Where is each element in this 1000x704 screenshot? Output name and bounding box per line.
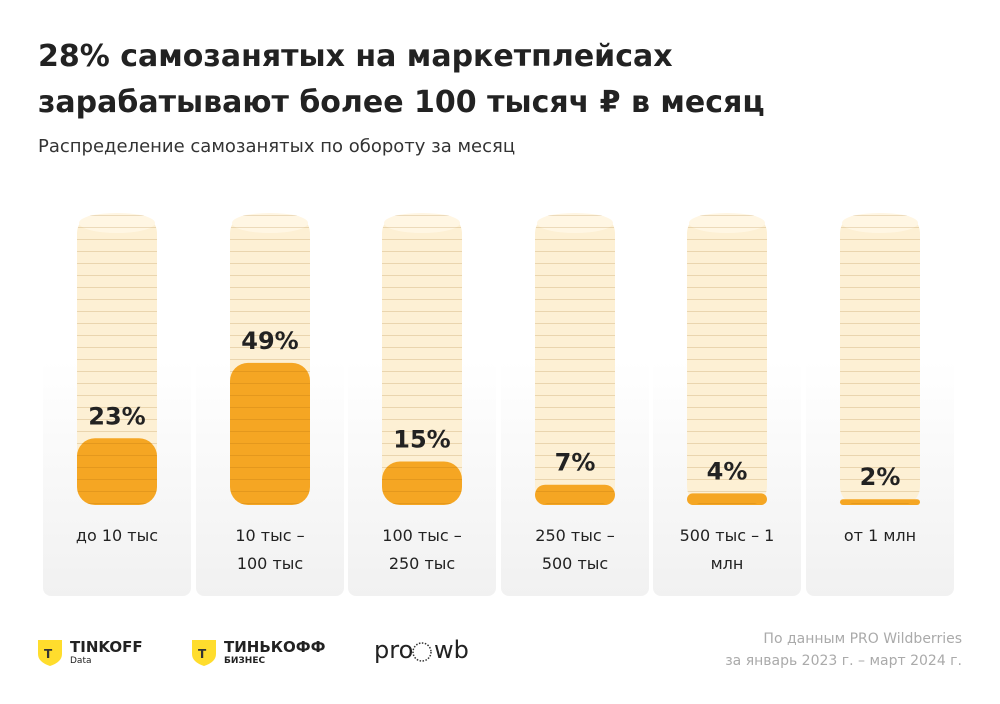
logo-burst (412, 642, 432, 662)
logo-name: TINKOFF (70, 638, 143, 656)
stack-lines (230, 215, 310, 505)
logo-pro: pro (374, 636, 414, 664)
stack-lines (77, 215, 157, 505)
subtitle: Распределение самозанятых по обороту за … (38, 136, 516, 157)
value-label: 4% (707, 457, 748, 485)
category-label: 10 тыс – 100 тыс (235, 526, 305, 573)
logo-sub: Data (70, 656, 92, 666)
value-label: 2% (860, 463, 901, 491)
value-label: 23% (88, 402, 145, 430)
logo-shield (38, 640, 62, 666)
category-label: 100 тыс – 250 тыс (382, 526, 462, 573)
category-label: 500 тыс – 1 млн (679, 526, 775, 573)
logo-t: T (198, 647, 207, 661)
category-label: 250 тыс – 500 тыс (535, 526, 615, 573)
logo-shield (192, 640, 216, 666)
value-label: 15% (393, 426, 450, 454)
value-label: 49% (241, 327, 298, 355)
stack-lines (687, 215, 767, 505)
title: 28% самозанятых на маркетплейсах зарабат… (38, 39, 765, 120)
stack-lines (840, 215, 920, 505)
category-label: до 10 тыс (75, 526, 159, 545)
logo-name: ТИНЬКОФФ (224, 638, 326, 656)
value-label: 7% (555, 449, 596, 477)
source-line: за январь 2023 г. – март 2024 г. (725, 653, 962, 669)
category-label: от 1 млн (843, 526, 917, 545)
logo-t: T (44, 647, 53, 661)
logo-wb: wb (434, 636, 469, 664)
logo-sub: БИЗНЕС (224, 656, 266, 666)
source-line: По данным PRO Wildberries (763, 631, 962, 647)
stack-lines (382, 215, 462, 505)
stack-lines (535, 215, 615, 505)
source: По данным PRO Wildberries за январь 2023… (725, 628, 962, 672)
